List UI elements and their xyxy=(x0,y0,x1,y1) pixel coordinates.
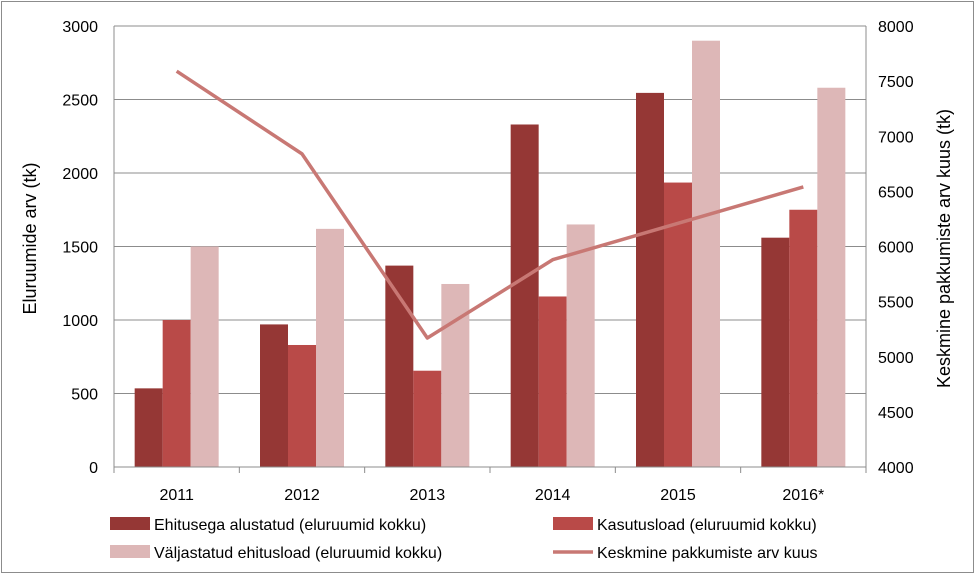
y-right-tick-label: 5500 xyxy=(878,295,914,312)
bar xyxy=(692,41,720,467)
y-right-tick-label: 6500 xyxy=(878,184,914,201)
y-left-tick-label: 500 xyxy=(71,387,98,404)
bar xyxy=(163,320,191,467)
x-tick-label: 2016* xyxy=(782,487,824,504)
bar xyxy=(191,247,219,468)
y-left-tick-label: 3000 xyxy=(62,19,98,36)
y-right-tick-label: 5000 xyxy=(878,350,914,367)
legend-label: Kasutusload (eluruumid kokku) xyxy=(597,517,817,534)
y-right-axis-title: Keskmine pakkumiste arv kuus (tk) xyxy=(934,109,954,388)
bar xyxy=(260,324,288,467)
bar xyxy=(761,238,789,467)
y-right-tick-label: 8000 xyxy=(878,19,914,36)
x-tick-label: 2014 xyxy=(535,487,571,504)
bar xyxy=(567,224,595,467)
y-left-axis-title: Eluruumide arv (tk) xyxy=(20,162,40,314)
bar xyxy=(539,296,567,467)
legend: Ehitusega alustatud (eluruumid kokku) Kas… xyxy=(110,517,818,562)
bar xyxy=(789,210,817,467)
legend-swatch xyxy=(110,517,150,530)
x-tick-label: 2015 xyxy=(660,487,696,504)
bar xyxy=(817,88,845,467)
gridlines xyxy=(114,26,866,394)
y-right-tick-label: 4000 xyxy=(878,460,914,477)
y-left-tick-label: 0 xyxy=(89,460,98,477)
bar xyxy=(135,388,163,467)
legend-swatch xyxy=(110,545,150,558)
bars xyxy=(135,41,846,467)
bar xyxy=(511,124,539,467)
x-tick-label: 2013 xyxy=(410,487,446,504)
bar xyxy=(316,229,344,467)
y-right-tick-label: 6000 xyxy=(878,240,914,257)
legend-label: Väljastatud ehitusload (eluruumid kokku) xyxy=(154,545,442,562)
y-left-tick-label: 2000 xyxy=(62,166,98,183)
bar xyxy=(636,93,664,467)
x-tick-label: 2011 xyxy=(159,487,194,504)
y-left-tick-label: 2500 xyxy=(62,93,98,110)
legend-label: Keskmine pakkumiste arv kuus xyxy=(597,545,818,562)
bar xyxy=(288,345,316,467)
y-left-tick-label: 1500 xyxy=(62,240,98,257)
x-tick-label: 2012 xyxy=(284,487,320,504)
legend-label: Ehitusega alustatud (eluruumid kokku) xyxy=(154,517,426,534)
y-right-tick-label: 4500 xyxy=(878,405,914,422)
bar xyxy=(413,371,441,467)
y-right-tick-label: 7500 xyxy=(878,74,914,91)
bar xyxy=(441,284,469,467)
y-left-tick-label: 1000 xyxy=(62,313,98,330)
y-right-tick-label: 7000 xyxy=(878,129,914,146)
legend-swatch xyxy=(553,517,593,530)
